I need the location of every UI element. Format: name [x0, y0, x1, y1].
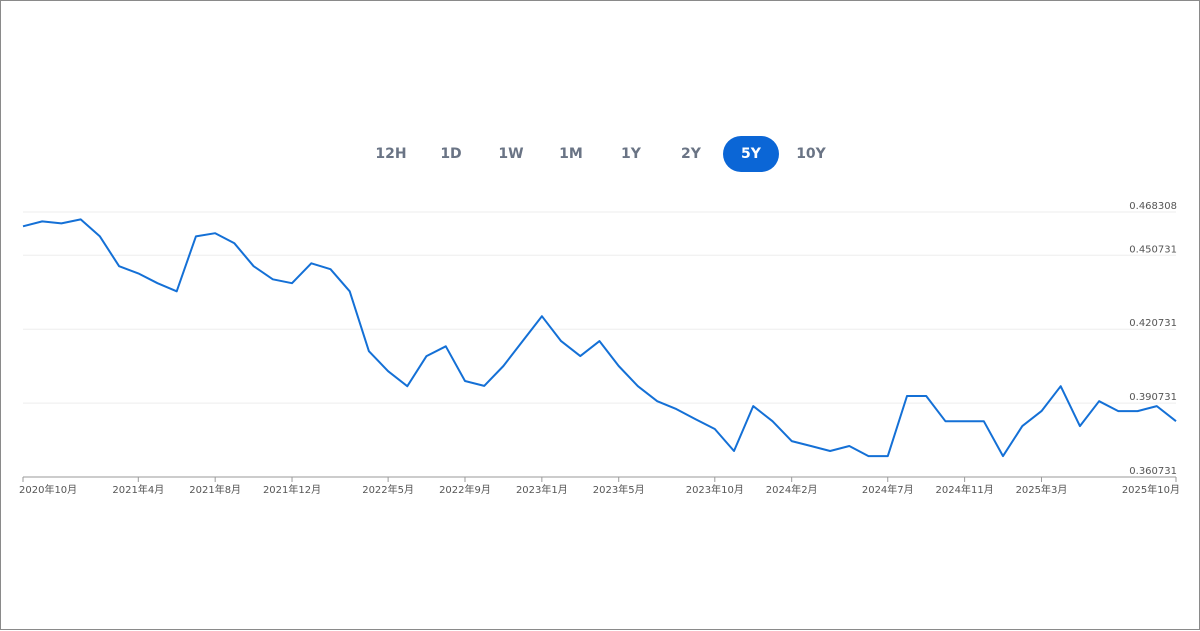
y-tick-label: 0.360731: [1129, 466, 1177, 477]
range-button[interactable]: 2Y: [681, 146, 701, 162]
x-tick-label: 2022年9月: [439, 483, 491, 496]
y-tick-label: 0.420731: [1129, 318, 1177, 329]
x-tick-label: 2024年11月: [936, 483, 994, 496]
x-tick-label: 2023年1月: [516, 483, 568, 496]
price-line: [22, 218, 1177, 458]
x-tick-label: 2021年12月: [263, 483, 321, 496]
range-button[interactable]: 1M: [559, 146, 583, 162]
x-tick-label: 2022年5月: [362, 483, 414, 496]
x-tick-label: 2024年7月: [862, 483, 914, 496]
range-button[interactable]: 5Y: [723, 136, 779, 172]
x-tick-label: 2023年5月: [593, 483, 645, 496]
x-tick-label: 2023年10月: [686, 483, 744, 496]
x-tick-label: 2020年10月: [19, 483, 77, 496]
range-button[interactable]: 1Y: [621, 146, 641, 162]
x-tick-label: 2025年10月: [1122, 483, 1180, 496]
range-button[interactable]: 12H: [375, 146, 407, 162]
x-tick-label: 2025年3月: [1016, 483, 1068, 496]
y-tick-label: 0.390731: [1129, 392, 1177, 403]
range-selector: 12H 1D 1W 1M 1Y 2Y 5Y 10Y: [1, 136, 1200, 172]
y-tick-label: 0.450731: [1129, 244, 1177, 255]
range-button[interactable]: 10Y: [796, 146, 826, 162]
y-tick-label: 0.468308: [1129, 201, 1177, 212]
range-button[interactable]: 1W: [498, 146, 524, 162]
x-tick-label: 2024年2月: [766, 483, 818, 496]
range-button[interactable]: 1D: [440, 146, 462, 162]
x-tick-label: 2021年4月: [112, 483, 164, 496]
x-tick-label: 2021年8月: [189, 483, 241, 496]
